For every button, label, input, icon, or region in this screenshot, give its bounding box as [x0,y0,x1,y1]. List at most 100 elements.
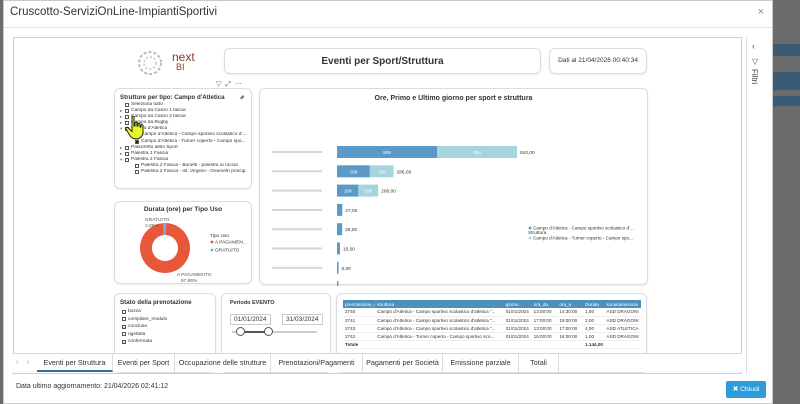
table-column-header[interactable]: ora_a [557,300,584,308]
structure-checkbox[interactable] [125,157,129,162]
bar-segment-struttura-a[interactable] [337,242,340,255]
structure-checkbox[interactable] [125,115,129,120]
donut-slice-pagamento[interactable] [140,223,190,273]
structure-label: Palestra 2 Fascia - Bonetti - palestra d… [141,162,238,168]
status-checkbox[interactable] [122,332,126,337]
table-cell: Campo d'Atletica - Campo sportivo scolas… [375,324,504,333]
tab-emissione-parziale[interactable]: Emissione parziale [443,354,519,372]
expand-filters-icon[interactable]: ‹ [752,41,755,51]
expand-caret-icon[interactable]: ▾ [120,156,123,162]
status-item[interactable]: bozza [122,308,167,316]
bar-segment-struttura-a[interactable] [337,203,343,216]
bar-segment-struttura-a[interactable] [337,261,339,274]
structure-checkbox[interactable] [125,109,129,114]
structure-item[interactable]: ▸ Palestra 1 Fascia [120,151,246,157]
filters-label[interactable]: Filtri [750,69,759,85]
tab-next-icon[interactable]: › [27,359,30,366]
bar-segment-struttura-b[interactable] [358,184,379,197]
structure-checkbox[interactable] [125,151,129,156]
tab-eventi-per-sport[interactable]: Eventi per Sport [113,354,175,372]
expand-caret-icon[interactable]: ▸ [120,120,123,126]
table-cell: 1,00 [583,332,605,341]
structure-item[interactable]: ▸ Palazzetto dello Sport [120,145,246,151]
structure-item[interactable]: ▾ Palestra 2 Fascia [120,157,246,163]
filter-icon[interactable]: ▽ [216,81,226,88]
donut-legend-item[interactable]: GRATUITO [215,248,240,254]
structure-checkbox[interactable] [125,121,129,126]
bar-total-label: 286,00 [397,169,412,175]
table-column-header[interactable]: giorno [503,300,532,308]
tab-totali[interactable]: Totali [519,354,559,372]
structure-item[interactable]: Campo d'Atletica - Turner coperto - Camp… [120,139,246,145]
structure-item[interactable]: ▸ Campo da Calcio 1 fascia [120,108,246,114]
expand-caret-icon[interactable]: ▸ [120,114,123,120]
structure-checkbox[interactable] [135,170,139,175]
table-column-header[interactable]: società/associa [604,300,641,308]
close-icon[interactable]: × [757,6,764,18]
more-options-icon[interactable]: ⋯ [235,81,246,88]
bar-segment-struttura-b[interactable] [369,165,394,178]
status-checkbox[interactable] [122,309,126,314]
filters-pane-collapsed[interactable]: ‹ ▽ Filtri [746,37,766,374]
status-item[interactable]: rigettata [122,331,167,339]
expand-caret-icon[interactable]: ▸ [120,108,123,114]
bar-legend-item[interactable]: Campo d'Atletica - Turner coperto - Camp… [533,236,633,241]
table-cell: 2740 [343,308,376,317]
status-item[interactable]: compilare_modulo [122,316,167,324]
table-row[interactable]: 2742 Campo d'Atletica - Turner coperto - … [343,332,641,341]
status-checkbox[interactable]: ✓ [122,339,127,345]
bar-total-label: 4,00 [342,285,352,286]
period-slider-track[interactable] [232,331,317,333]
status-item[interactable]: ✓ conclusa [122,323,167,331]
bar-segment-struttura-b[interactable] [437,146,517,158]
donut-legend-item[interactable]: A PAGAMEN... [215,240,247,246]
tab-occupazione-delle-strutture[interactable]: Occupazione delle strutture [175,354,271,372]
table-column-header[interactable]: ora_da [531,300,558,308]
tab-eventi-per-struttura[interactable]: Eventi per Struttura [37,354,113,372]
tab-prenotazioni-pagamenti[interactable]: Prenotazioni/Pagamenti [271,354,363,372]
structure-checkbox[interactable] [135,139,139,144]
status-label: confermata [128,339,152,345]
period-slider-start-handle[interactable] [236,327,245,336]
structure-checkbox[interactable] [125,103,129,108]
structure-item[interactable]: Palestra 2 Fascia - Ist. Virginio - Geom… [120,169,246,175]
table-row[interactable]: 2741 Campo d'Atletica - Campo sportivo sc… [343,316,641,325]
donut-slice-gratuito[interactable] [163,223,167,236]
structure-item[interactable]: ▸ Campo da Rugby [120,120,246,126]
expand-caret-icon[interactable]: ▾ [120,126,123,132]
table-row[interactable]: 2743 Campo d'Atletica - Campo sportivo sc… [343,324,641,333]
bar-legend-item[interactable]: Campo d'Atletica - Campo sportivo scolas… [533,226,634,231]
table-column-header[interactable]: prenotazione_id [343,300,376,308]
structure-checkbox[interactable] [135,163,139,168]
bar-segment-struttura-a[interactable] [337,165,370,178]
expand-caret-icon[interactable]: ▸ [120,144,123,150]
focus-mode-icon[interactable]: ⤢ [225,81,235,88]
bar-segment-struttura-a[interactable] [337,146,438,158]
status-item[interactable]: ✓ confermata [122,338,167,346]
eraser-icon[interactable] [239,94,245,100]
tab-prev-icon[interactable]: ‹ [16,359,19,366]
status-checkbox[interactable] [122,317,126,322]
status-checkbox[interactable]: ✓ [122,324,127,330]
status-list: bozza compilare_modulo ✓ conclusa rigettata ✓… [122,308,167,346]
structure-checkbox[interactable] [125,145,129,150]
structure-item[interactable]: Seleziona tutto [120,102,246,108]
close-button[interactable]: ✖ Chiudi [726,381,766,398]
bar-segment-struttura-a[interactable] [337,223,343,236]
period-to-input[interactable]: 31/03/2024 [282,314,323,325]
bar-segment-struttura-a[interactable] [337,281,339,286]
bar-segment-struttura-a[interactable] [337,184,359,197]
category-label-redacted [272,247,322,250]
tab-pagamenti-per-societ-[interactable]: Pagamenti per Società [363,354,443,372]
table-row[interactable]: 2740 Campo d'Atletica - Campo sportivo sc… [343,308,641,317]
structure-item[interactable]: ▸ Campo da Calcio 2 fascia [120,114,246,120]
table-cell: ASD DRAGONI [604,308,641,317]
period-from-input[interactable]: 01/01/2024 [230,314,271,325]
structure-item[interactable]: Palestra 2 Fascia - Bonetti - palestra d… [120,163,246,169]
expand-caret-icon[interactable]: ▸ [120,150,123,156]
table-column-header[interactable]: Durata [583,300,605,308]
data-date: Dati al 21/04/2026 00:40:34 [558,57,638,64]
period-slider-end-handle[interactable] [264,327,273,336]
donut-legend-swatch [210,248,214,252]
table-column-header[interactable]: struttura [375,300,504,308]
